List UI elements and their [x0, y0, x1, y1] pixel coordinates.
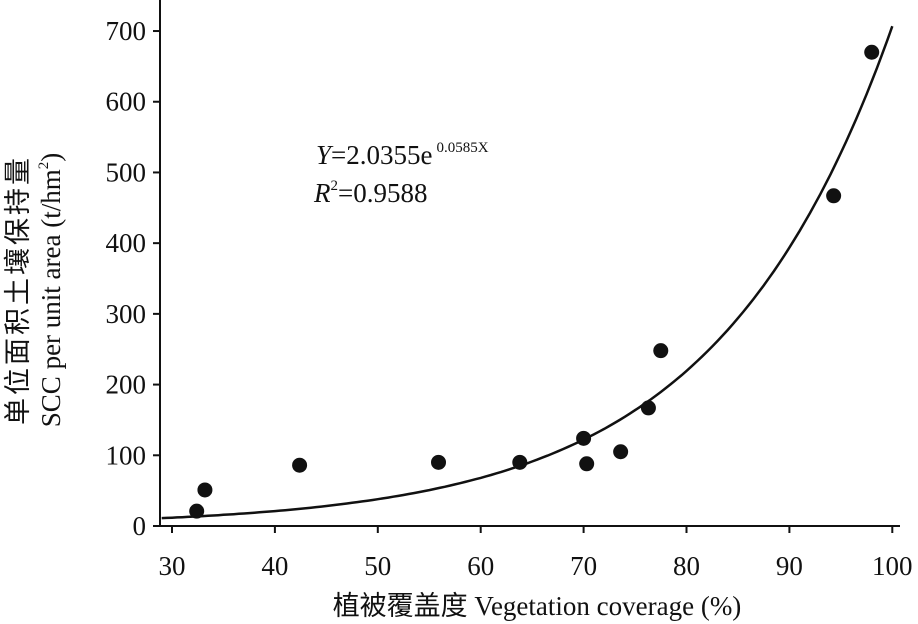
x-tick-label: 90: [776, 551, 803, 581]
y-tick-label: 700: [106, 16, 147, 46]
y-tick-label: 0: [133, 511, 147, 541]
data-point: [197, 482, 213, 498]
data-point: [826, 188, 842, 204]
fit-curve: [161, 25, 894, 520]
x-tick-label: 30: [159, 551, 186, 581]
data-point: [431, 454, 447, 470]
x-tick-label: 60: [467, 551, 494, 581]
data-point: [189, 503, 205, 519]
y-tick-label: 600: [106, 87, 147, 117]
axes: [159, 0, 900, 527]
x-axis-label: 植被覆盖度 Vegetation coverage (%): [333, 591, 742, 621]
data-point: [512, 454, 528, 470]
x-tick-label: 80: [673, 551, 700, 581]
data-point: [576, 430, 592, 446]
data-point: [653, 343, 669, 359]
r-squared-label: R2=0.9588: [313, 178, 427, 208]
data-point: [613, 444, 629, 460]
equation-label: Y=2.0355e 0.0585X: [316, 140, 489, 170]
y-axis-label-cn: 单位面积土壤保持量: [3, 155, 33, 425]
x-tick-label: 50: [364, 551, 391, 581]
y-tick-label: 200: [106, 370, 147, 400]
y-tick-label: 400: [106, 228, 147, 258]
x-tick-label: 40: [261, 551, 288, 581]
data-point: [864, 44, 880, 60]
y-axis-label-en: SCC per unit area (t/hm2): [36, 153, 66, 427]
x-tick-label: 100: [872, 551, 913, 581]
x-tick-label: 70: [570, 551, 597, 581]
y-tick-label: 100: [106, 440, 147, 470]
data-point: [292, 457, 308, 473]
y-tick-label: 300: [106, 299, 147, 329]
y-tick-label: 500: [106, 157, 147, 187]
data-point: [579, 456, 595, 472]
data-point: [640, 400, 656, 416]
